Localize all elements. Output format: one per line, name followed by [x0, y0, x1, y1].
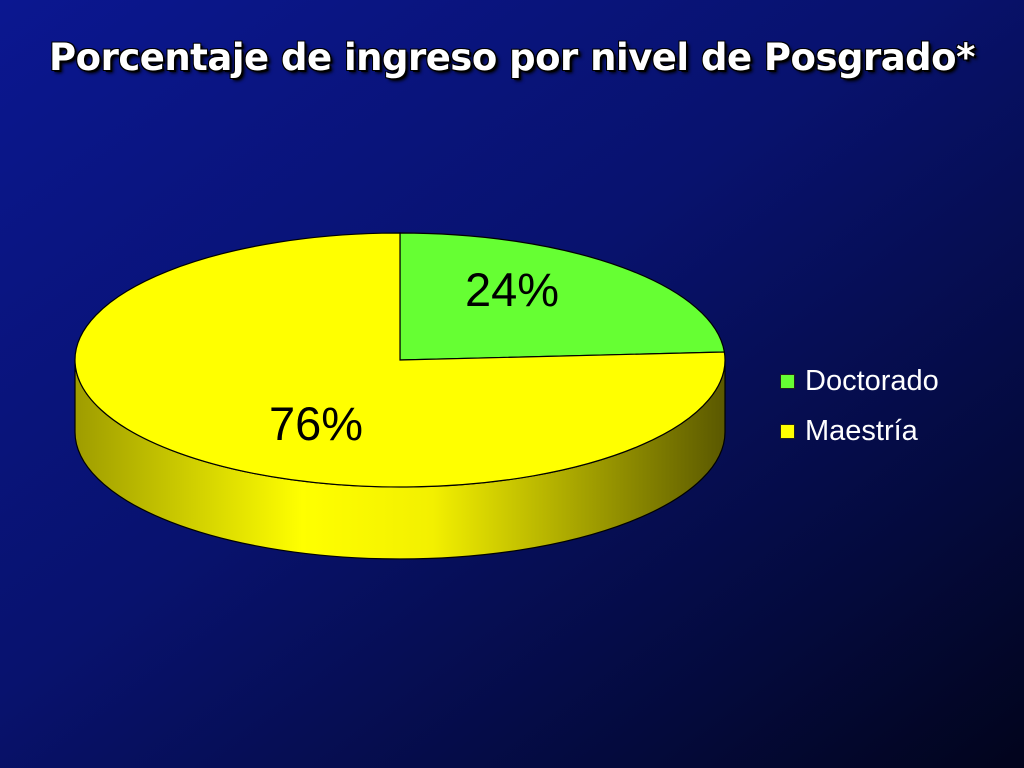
slide-title: Porcentaje de ingreso por nivel de Posgr… — [49, 36, 975, 79]
legend-item-doctorado: Doctorado — [780, 356, 939, 406]
legend-swatch-doctorado — [780, 373, 795, 389]
data-label-doctorado: 24% — [465, 263, 559, 316]
legend-swatch-maestria — [780, 423, 795, 439]
legend: Doctorado Maestría — [780, 356, 939, 456]
data-label-maestria: 76% — [269, 397, 363, 450]
pie-slice-doctorado — [399, 232, 726, 361]
pie-slice-maestria — [74, 232, 726, 488]
legend-label-doctorado: Doctorado — [805, 364, 939, 397]
legend-item-maestria: Maestría — [780, 406, 939, 456]
legend-label-maestria: Maestría — [805, 414, 918, 447]
